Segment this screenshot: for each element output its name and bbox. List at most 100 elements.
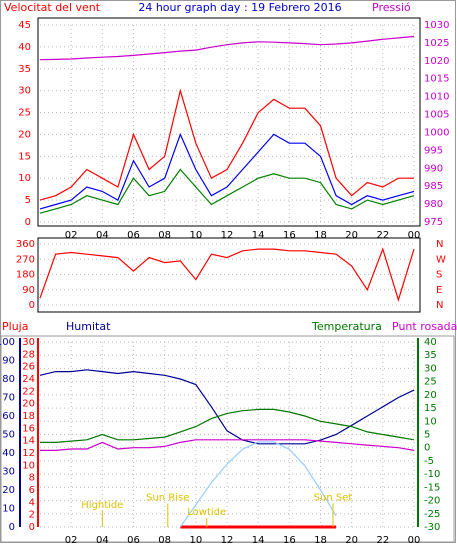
y-tick-label: 90 — [2, 356, 15, 367]
y-tick-label: 1015 — [424, 74, 449, 85]
y-tick-label: 40 — [18, 42, 31, 53]
y-tick-label: 10 — [2, 504, 15, 515]
x-tick-label: 16 — [283, 230, 296, 241]
annotation: Sun Rise — [146, 492, 189, 503]
x-tick-label: 22 — [376, 230, 389, 241]
x-tick-label: 06 — [127, 535, 140, 544]
y-tick-label: 0 — [9, 522, 15, 533]
y-tick-label: 40 — [2, 448, 15, 459]
x-tick-label: 08 — [158, 535, 171, 544]
y-tick-label: 1020 — [424, 56, 449, 67]
y-tick-label: N — [436, 300, 443, 311]
y-tick-label: -30 — [424, 522, 440, 533]
y-tick-label: 8 — [29, 473, 35, 484]
y-tick-label: 100 — [0, 337, 15, 348]
y-tick-label: 30 — [18, 86, 31, 97]
y-tick-label: -25 — [424, 509, 440, 520]
y-tick-label: 90 — [22, 285, 35, 296]
y-tick-label: -5 — [424, 456, 434, 467]
y-tick-label: 45 — [18, 20, 31, 31]
y-tick-label: 30 — [424, 363, 437, 374]
y-tick-label: -20 — [424, 496, 440, 507]
y-tick-label: 1025 — [424, 38, 449, 49]
y-tick-label: 20 — [22, 399, 35, 410]
y-tick-label: 6 — [29, 485, 35, 496]
y-tick-label: 25 — [18, 108, 31, 119]
x-tick-label: 20 — [345, 535, 358, 544]
y-tick-label: 4 — [29, 497, 35, 508]
y-tick-label: 0 — [25, 217, 31, 228]
y-tick-label: 20 — [2, 485, 15, 496]
x-tick-label: 00 — [408, 230, 421, 241]
series-line — [40, 439, 415, 451]
dewpoint-label: Punt rosada — [392, 320, 457, 333]
series-line — [39, 132, 415, 210]
y-tick-label: 22 — [22, 386, 35, 397]
y-tick-label: 40 — [424, 337, 437, 348]
x-tick-label: 16 — [283, 535, 296, 544]
annotation: Hightide — [81, 500, 123, 511]
y-tick-label: 0 — [29, 300, 35, 311]
x-tick-label: 18 — [314, 535, 327, 544]
y-tick-label: 10 — [22, 460, 35, 471]
series-line — [39, 35, 415, 61]
y-tick-label: 25 — [424, 377, 437, 388]
y-tick-label: 10 — [18, 173, 31, 184]
y-tick-label: 1030 — [424, 20, 449, 31]
y-tick-label: 270 — [16, 254, 35, 265]
y-tick-label: 1010 — [424, 92, 449, 103]
y-tick-label: 30 — [22, 337, 35, 348]
series-line — [40, 408, 415, 443]
y-tick-label: 70 — [2, 393, 15, 404]
y-tick-label: 1005 — [424, 110, 449, 121]
temperature-label: Temperatura — [311, 320, 382, 333]
y-tick-label: E — [436, 285, 442, 296]
y-tick-label: 985 — [424, 181, 443, 192]
series-line — [39, 247, 415, 302]
y-tick-label: 0 — [424, 443, 430, 454]
x-tick-label: 12 — [221, 535, 234, 544]
y2-label: Pressió — [372, 1, 411, 14]
x-tick-label: 02 — [65, 535, 78, 544]
y-tick-label: 15 — [424, 403, 437, 414]
series-line — [39, 168, 415, 214]
y-tick-label: 12 — [22, 448, 35, 459]
humidity-label: Humitat — [66, 320, 111, 333]
y-tick-label: 26 — [22, 362, 35, 373]
y-tick-label: 10 — [424, 416, 437, 427]
y-tick-label: 360 — [16, 239, 35, 250]
chart-title: 24 hour graph day : 19 Febrero 2016 — [138, 1, 341, 14]
y-tick-label: 180 — [16, 270, 35, 281]
y-tick-label: 20 — [18, 129, 31, 140]
y-tick-label: 1000 — [424, 127, 449, 138]
series-line — [39, 88, 414, 201]
x-tick-label: 04 — [96, 230, 109, 241]
x-tick-label: 12 — [221, 230, 234, 241]
x-tick-label: 10 — [189, 230, 202, 241]
y-tick-label: 16 — [22, 423, 35, 434]
y-tick-label: 990 — [424, 163, 443, 174]
y-tick-label: -10 — [424, 469, 440, 480]
y-tick-label: 2 — [29, 510, 35, 521]
rain-label: Pluja — [2, 320, 28, 333]
x-tick-label: 04 — [96, 535, 109, 544]
y-tick-label: 35 — [424, 350, 437, 361]
wind-frame — [37, 17, 421, 227]
x-tick-label: 06 — [127, 230, 140, 241]
y-tick-label: 30 — [2, 467, 15, 478]
y-tick-label: 24 — [22, 374, 35, 385]
y-tick-label: 50 — [2, 430, 15, 441]
y-tick-label: 15 — [18, 151, 31, 162]
y-tick-label: 980 — [424, 199, 443, 210]
series-line — [39, 369, 415, 445]
y-tick-label: 5 — [25, 195, 31, 206]
x-tick-label: 18 — [314, 230, 327, 241]
y-tick-label: -15 — [424, 482, 440, 493]
x-tick-label: 14 — [252, 535, 265, 544]
annotation: Lowtide — [187, 507, 226, 518]
x-tick-label: 22 — [376, 535, 389, 544]
y-tick-label: 0 — [29, 522, 35, 533]
y-tick-label: 20 — [424, 390, 437, 401]
x-tick-label: 10 — [189, 535, 202, 544]
